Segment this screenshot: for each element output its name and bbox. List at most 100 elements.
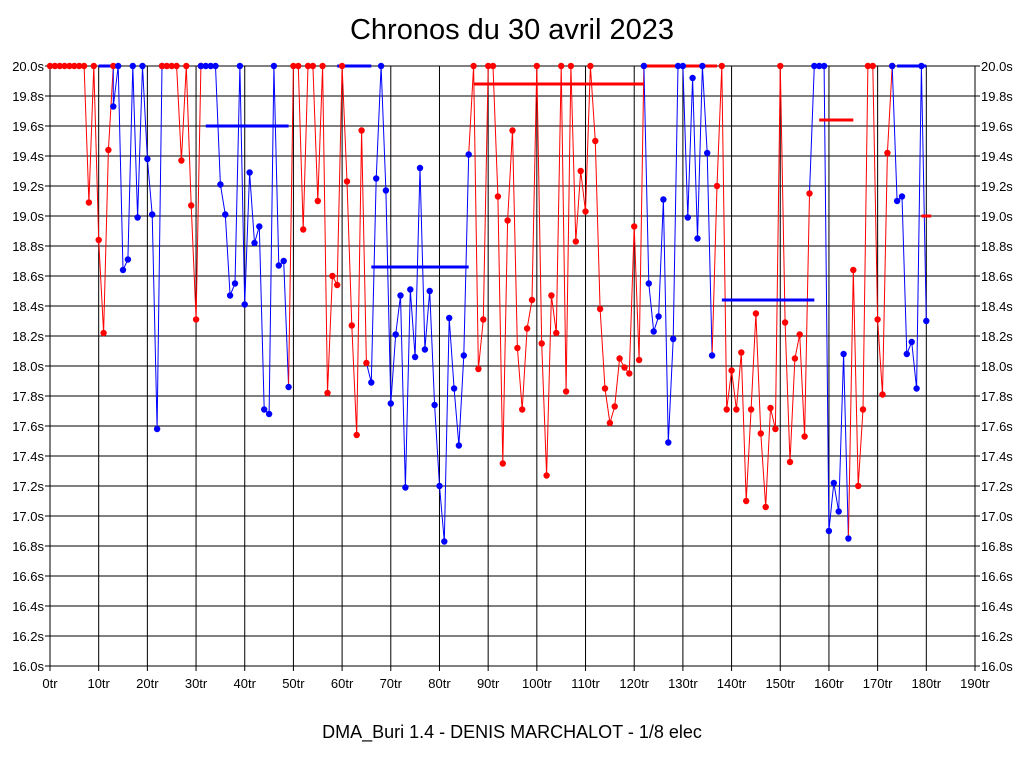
data-point — [781, 319, 789, 326]
data-point — [110, 103, 117, 110]
data-point — [679, 62, 687, 70]
y-tick-label-left: 18.2s — [12, 329, 44, 344]
data-point — [56, 62, 63, 70]
data-point — [879, 391, 886, 398]
data-point — [334, 281, 341, 289]
data-point — [635, 356, 643, 364]
data-point — [226, 292, 234, 299]
data-point — [855, 482, 862, 490]
data-point — [923, 317, 930, 325]
data-point — [163, 62, 170, 70]
data-point — [723, 406, 730, 413]
data-point — [168, 62, 175, 70]
data-point — [514, 344, 521, 352]
y-tick-label-right: 18.8s — [981, 239, 1013, 254]
data-point — [329, 272, 336, 280]
y-tick-label-right: 17.8s — [981, 389, 1013, 404]
y-tick-label-right: 16.4s — [981, 599, 1013, 614]
data-point — [319, 62, 326, 70]
y-tick-label-left: 16.0s — [12, 659, 44, 674]
data-point — [523, 325, 531, 332]
data-point — [407, 286, 414, 293]
y-tick-label-right: 18.0s — [981, 359, 1013, 374]
data-point — [144, 155, 151, 163]
data-point — [485, 62, 492, 70]
x-tick-label: 180tr — [911, 676, 941, 691]
data-point — [655, 313, 662, 320]
x-tick-label: 10tr — [87, 676, 110, 691]
data-point — [689, 74, 696, 82]
y-tick-label-left: 17.2s — [12, 479, 44, 494]
data-point — [908, 338, 915, 346]
data-point — [402, 484, 409, 491]
data-point — [134, 214, 141, 221]
data-point — [816, 62, 823, 70]
data-point — [820, 62, 828, 70]
x-tick-label: 80tr — [428, 676, 451, 691]
data-point — [558, 62, 565, 70]
series-line — [643, 65, 713, 443]
data-point — [139, 62, 146, 70]
y-tick-label-right: 16.2s — [981, 629, 1013, 644]
data-point — [577, 167, 584, 175]
data-point — [455, 442, 463, 449]
data-point — [222, 211, 229, 218]
data-point — [572, 238, 579, 245]
data-point — [450, 385, 458, 392]
data-point — [835, 508, 842, 515]
data-point — [256, 223, 263, 230]
y-tick-label-right: 19.4s — [981, 149, 1013, 164]
data-point — [519, 406, 526, 413]
data-point — [830, 479, 837, 487]
data-point — [684, 214, 691, 221]
series-line — [161, 65, 202, 320]
data-point — [845, 535, 852, 542]
data-point — [124, 256, 132, 263]
data-point — [110, 62, 117, 70]
data-point — [884, 149, 891, 157]
data-point — [411, 353, 419, 361]
data-point — [718, 62, 725, 70]
data-point — [494, 193, 502, 200]
x-tick-label: 0tr — [42, 676, 58, 691]
y-tick-label-right: 17.4s — [981, 449, 1013, 464]
data-point — [504, 217, 511, 224]
data-point — [801, 433, 808, 440]
data-point — [626, 370, 633, 377]
x-tick-labels: 0tr 10tr 20tr 30tr 40tr 50tr 60tr 70tr 80tr 90tr 1… — [42, 676, 990, 691]
data-point — [621, 364, 628, 371]
data-point — [631, 223, 638, 230]
data-point — [149, 211, 156, 218]
y-tick-label-left: 19.0s — [12, 209, 44, 224]
y-tick-label-right: 18.2s — [981, 329, 1013, 344]
data-point — [903, 350, 910, 358]
data-point — [616, 355, 623, 362]
data-point — [674, 62, 682, 70]
y-tick-labels-right: 16.0s 16.2s 16.4s 16.6s 16.8s 17.0s 17.2s 17.4s… — [981, 59, 1013, 674]
x-tick-label: 20tr — [136, 676, 159, 691]
data-point — [446, 314, 453, 322]
data-point — [796, 331, 803, 338]
y-tick-label-right: 19.0s — [981, 209, 1013, 224]
y-tick-label-left: 18.4s — [12, 299, 44, 314]
data-point — [441, 538, 448, 545]
data-point — [767, 404, 774, 412]
series-line — [50, 65, 114, 334]
data-point — [173, 62, 180, 70]
data-point — [373, 175, 380, 182]
data-point — [377, 62, 385, 70]
data-point — [587, 62, 594, 70]
y-tick-label-left: 17.4s — [12, 449, 44, 464]
data-point — [290, 62, 297, 70]
data-point — [314, 197, 321, 205]
data-point — [236, 62, 244, 70]
data-point — [158, 62, 166, 70]
data-point — [786, 458, 794, 466]
x-tick-label: 90tr — [477, 676, 500, 691]
data-point — [387, 400, 394, 407]
data-point — [840, 350, 847, 358]
data-point — [431, 401, 438, 409]
data-point — [275, 262, 282, 269]
data-point — [90, 62, 98, 70]
